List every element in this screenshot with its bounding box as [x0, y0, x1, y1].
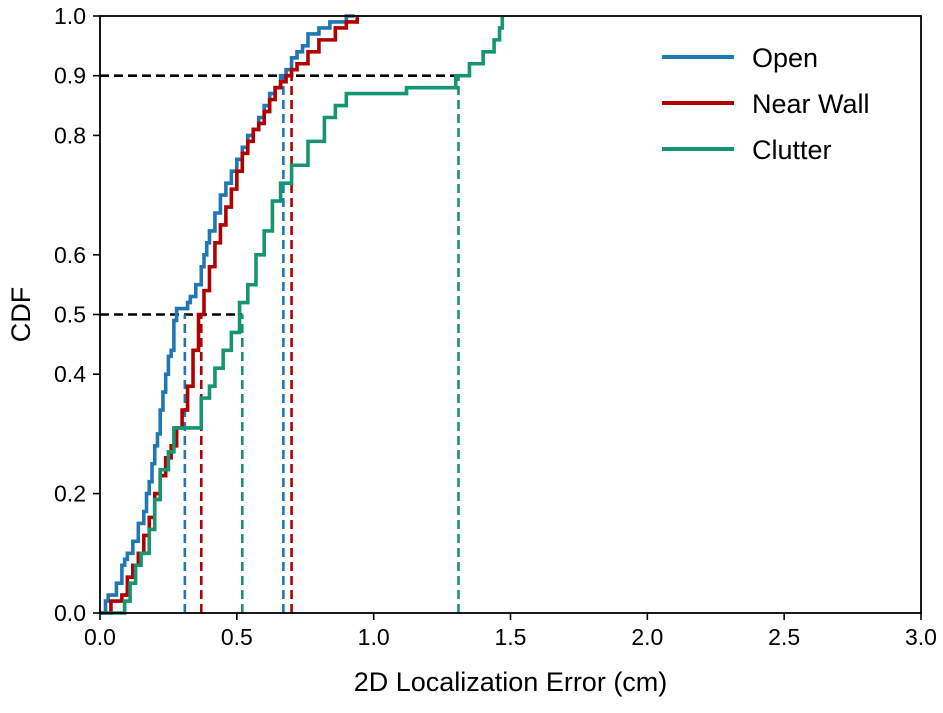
series-layer: [100, 14, 505, 615]
x-tick-label-0: 0.0: [84, 624, 116, 650]
x-tick-label-5: 2.5: [768, 624, 800, 650]
y-axis-label: CDF: [6, 287, 36, 343]
x-tick-label-2: 1.0: [358, 624, 390, 650]
x-tick-label-4: 2.0: [631, 624, 663, 650]
x-tick-label-6: 3.0: [905, 624, 937, 650]
y-tick-label-3: 0.5: [54, 302, 86, 328]
legend-label-near-wall: Near Wall: [752, 89, 870, 119]
y-tick-label-0: 0.0: [54, 600, 86, 626]
x-axis-label: 2D Localization Error (cm): [354, 667, 668, 697]
legend: Open Near Wall Clutter: [662, 43, 870, 165]
y-tick-label-7: 1.0: [54, 3, 86, 29]
legend-label-open: Open: [752, 43, 818, 73]
y-tick-label-1: 0.2: [54, 481, 86, 507]
x-tick-label-1: 0.5: [221, 624, 253, 650]
axis-ticks: 0.0 0.5 1.0 1.5 2.0 2.5 3.0 0.0 0.2 0.4 0.5 0.6 0.8 0…: [54, 3, 937, 650]
y-tick-label-4: 0.6: [54, 242, 86, 268]
x-tick-label-3: 1.5: [495, 624, 527, 650]
y-tick-label-2: 0.4: [54, 361, 86, 387]
y-tick-label-5: 0.8: [54, 122, 86, 148]
series-line-clutter: [100, 16, 505, 615]
series-line-open: [100, 14, 355, 615]
y-tick-label-6: 0.9: [54, 63, 86, 89]
reference-lines: [100, 74, 460, 613]
legend-label-clutter: Clutter: [752, 135, 832, 165]
